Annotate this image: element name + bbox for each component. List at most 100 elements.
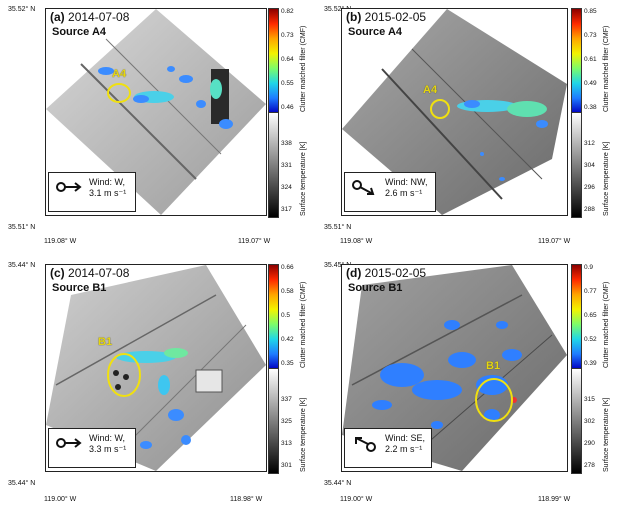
lat-bottom-label: 35.44° N — [324, 480, 352, 487]
cmf-tick: 0.42 — [281, 336, 294, 343]
cmf-tick: 0.66 — [281, 264, 294, 271]
cmf-tick: 0.55 — [281, 80, 294, 87]
panel-label: (d) — [346, 266, 362, 280]
panel-d: 35.45° N (d) 2015-02-05 Source B1 B1 — [316, 256, 631, 511]
cmf-colorbar-title: Clutter matched filter (CMF) — [603, 281, 610, 368]
lat-top-label: 35.52° N — [324, 6, 352, 13]
temp-colorbar-title: Surface temperature [K] — [300, 397, 307, 472]
temp-tick: 325 — [281, 418, 292, 425]
temp-tick: 288 — [584, 206, 595, 213]
temp-colorbar-title: Surface temperature [K] — [603, 397, 610, 472]
temp-tick: 315 — [584, 396, 595, 403]
cmf-colorbar — [268, 8, 279, 114]
lat-bottom-label: 35.51° N — [324, 224, 352, 231]
wind-arrow-icon — [355, 437, 376, 452]
cmf-tick: 0.52 — [584, 336, 597, 343]
cmf-colorbar — [571, 264, 582, 370]
temp-tick: 312 — [584, 140, 595, 147]
wind-speed: 2.6 m s⁻¹ — [385, 188, 423, 198]
cmf-tick: 0.5 — [281, 312, 291, 319]
lat-bottom-label: 35.51° N — [8, 224, 36, 231]
cmf-tick: 0.73 — [281, 32, 294, 39]
cmf-tick: 0.39 — [584, 360, 597, 367]
temp-tick: 290 — [584, 440, 595, 447]
cmf-tick: 0.61 — [584, 56, 597, 63]
lon-left-label: 119.08° W — [340, 238, 373, 245]
panel-date: 2015-02-05 — [364, 10, 427, 24]
temp-colorbar-title: Surface temperature [K] — [300, 141, 307, 216]
temp-tick: 302 — [584, 418, 595, 425]
lon-left-label: 119.00° W — [44, 496, 77, 503]
panel-title: (a) 2014-07-08 — [50, 10, 129, 24]
cmf-tick: 0.35 — [281, 360, 294, 367]
wind-box: Wind: SE, 2.2 m s⁻¹ — [344, 428, 432, 468]
wind-direction: Wind: NW, — [385, 177, 428, 187]
temp-tick: 313 — [281, 440, 292, 447]
lat-top-label: 35.52° N — [8, 6, 36, 13]
map-frame — [341, 8, 568, 216]
cmf-tick: 0.82 — [281, 8, 294, 15]
temp-tick: 338 — [281, 140, 292, 147]
lon-right-label: 119.07° W — [238, 238, 271, 245]
cmf-tick: 0.73 — [584, 32, 597, 39]
panel-title: (b) 2015-02-05 — [346, 10, 426, 24]
cmf-tick: 0.49 — [584, 80, 597, 87]
temp-tick: 337 — [281, 396, 292, 403]
wind-box: Wind: W, 3.3 m s⁻¹ — [48, 428, 136, 468]
map-frame — [45, 264, 267, 472]
temp-colorbar — [268, 368, 279, 474]
lon-right-label: 118.98° W — [230, 496, 263, 503]
temp-tick: 324 — [281, 184, 292, 191]
temp-tick: 278 — [584, 462, 595, 469]
wind-box: Wind: W, 3.1 m s⁻¹ — [48, 172, 136, 212]
wind-text: Wind: W, 3.3 m s⁻¹ — [89, 433, 126, 455]
temp-tick: 331 — [281, 162, 292, 169]
wind-arrow-icon — [56, 438, 82, 448]
cmf-tick: 0.9 — [584, 264, 594, 271]
panel-source: Source B1 — [348, 282, 403, 294]
map-frame — [341, 264, 568, 472]
map-image — [46, 265, 266, 471]
panel-source: Source A4 — [52, 26, 107, 38]
wind-arrow-icon — [56, 182, 82, 192]
panel-source: Source B1 — [52, 282, 107, 294]
temp-tick: 301 — [281, 462, 292, 469]
cmf-colorbar — [268, 264, 279, 370]
wind-arrow-icon — [352, 180, 375, 195]
wind-text: Wind: W, 3.1 m s⁻¹ — [89, 177, 126, 199]
panel-date: 2014-07-08 — [68, 266, 130, 280]
lat-top-label: 35.45° N — [324, 262, 352, 269]
panel-label: (a) — [50, 10, 65, 24]
cmf-tick: 0.46 — [281, 104, 294, 111]
cmf-tick: 0.65 — [584, 312, 597, 319]
cmf-colorbar — [571, 8, 582, 114]
cmf-colorbar-title: Clutter matched filter (CMF) — [300, 25, 307, 112]
cmf-tick: 0.64 — [281, 56, 294, 63]
wind-direction: Wind: W, — [89, 433, 126, 443]
temp-colorbar — [571, 112, 582, 218]
temp-colorbar — [268, 112, 279, 218]
panel-title: (d) 2015-02-05 — [346, 266, 426, 280]
wind-speed: 2.2 m s⁻¹ — [385, 444, 423, 454]
panel-b: 35.52° N (b) 2015-02-05 Source A4 A4 Win… — [316, 0, 631, 255]
lon-left-label: 119.08° W — [44, 238, 77, 245]
temp-colorbar — [571, 368, 582, 474]
panel-date: 2014-07-08 — [68, 10, 130, 24]
cmf-colorbar-title: Clutter matched filter (CMF) — [603, 25, 610, 112]
wind-text: Wind: SE, 2.2 m s⁻¹ — [385, 433, 425, 455]
panel-title: (c) 2014-07-08 — [50, 266, 129, 280]
wind-text: Wind: NW, 2.6 m s⁻¹ — [385, 177, 428, 199]
lon-right-label: 119.07° W — [538, 238, 571, 245]
panel-label: (c) — [50, 266, 65, 280]
wind-speed: 3.3 m s⁻¹ — [89, 444, 127, 454]
lon-right-label: 118.99° W — [538, 496, 571, 503]
lat-top-label: 35.44° N — [8, 262, 36, 269]
lon-left-label: 119.00° W — [340, 496, 373, 503]
temp-tick: 296 — [584, 184, 595, 191]
map-image — [342, 9, 567, 215]
wind-box: Wind: NW, 2.6 m s⁻¹ — [344, 172, 436, 212]
source-marker: B1 — [98, 336, 113, 348]
wind-direction: Wind: W, — [89, 177, 126, 187]
cmf-tick: 0.85 — [584, 8, 597, 15]
panel-a: 35.52° N (a) 2014-07-08 Source A4 A4 — [0, 0, 315, 255]
